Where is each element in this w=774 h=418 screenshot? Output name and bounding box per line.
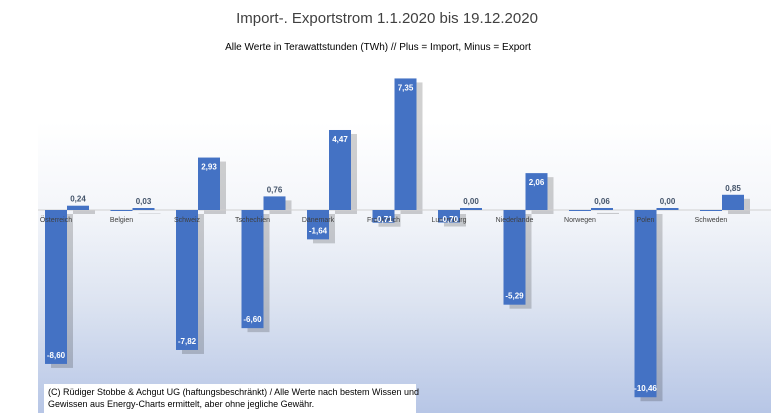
bar-shadow (73, 209, 95, 214)
chart-subtitle: Alle Werte in Terawattstunden (TWh) // P… (218, 38, 538, 60)
import-value-label: 0,85 (725, 184, 741, 193)
export-value-label: -10,46 (634, 384, 657, 393)
import-bar (263, 196, 286, 210)
import-value-label: 2,93 (201, 163, 217, 172)
export-value-label: -6,60 (243, 315, 262, 324)
import-bar (132, 208, 155, 210)
export-bar (372, 210, 395, 223)
import-bar (591, 208, 613, 210)
import-value-label: 2,06 (529, 178, 545, 187)
export-bar (438, 210, 460, 223)
import-value-label: 0,00 (463, 197, 479, 206)
export-bar (307, 210, 329, 240)
import-value-label: 0,00 (660, 197, 676, 206)
export-value-label: -0,70 (440, 215, 459, 224)
import-value-label: 7,35 (398, 83, 414, 92)
export-bar (569, 210, 591, 211)
import-bar (329, 129, 351, 210)
copyright-line-1: (C) Rüdiger Stobbe & Achgut UG (haftungs… (48, 387, 420, 397)
import-value-label: 0,24 (70, 195, 86, 204)
import-value-label: 0,76 (267, 185, 283, 194)
import-value-label: 0,06 (594, 197, 610, 206)
category-label: Schweden (695, 217, 728, 224)
import-bar (198, 157, 220, 210)
category-label: Dänemark (302, 217, 335, 224)
import-value-label: 0,03 (136, 197, 152, 206)
bar-shadow (597, 212, 619, 214)
category-label: Luxemburg (431, 217, 466, 224)
copyright-line-2: Gewissen aus Energy-Charts ermittelt, ab… (48, 399, 315, 409)
export-value-label: -5,29 (505, 292, 524, 301)
export-bar (700, 210, 722, 211)
import-value-label: 4,47 (332, 135, 348, 144)
category-label: Frankreich (367, 217, 400, 224)
category-label: Tschechien (235, 217, 270, 224)
import-bar (460, 208, 482, 210)
export-value-label: -7,82 (178, 337, 197, 346)
export-bar (503, 210, 526, 305)
export-bar (110, 210, 133, 211)
chart-title: Import-. Exportstrom 1.1.2020 bis 19.12.… (236, 10, 538, 27)
copyright-note: (C) Rüdiger Stobbe & Achgut UG (haftungs… (44, 384, 420, 413)
export-bar (241, 210, 264, 329)
export-value-label: -1,64 (309, 226, 328, 235)
bar-shadow (138, 213, 161, 214)
import-bar (67, 205, 89, 210)
category-label: Polen (637, 217, 655, 224)
category-label: Österreich (40, 216, 72, 224)
import-bar (722, 194, 744, 210)
import-bar (525, 173, 548, 210)
export-bar (176, 210, 198, 350)
export-bar (45, 210, 67, 364)
export-bar (634, 210, 657, 398)
category-label: Belgien (110, 217, 133, 224)
category-label: Norwegen (564, 217, 596, 224)
import-bar (656, 208, 679, 210)
export-value-label: -8,60 (47, 351, 66, 360)
category-label: Niederlande (496, 217, 534, 224)
import-bar (394, 78, 417, 210)
category-label: Schweiz (174, 217, 201, 224)
export-value-label: -0,71 (374, 215, 393, 224)
